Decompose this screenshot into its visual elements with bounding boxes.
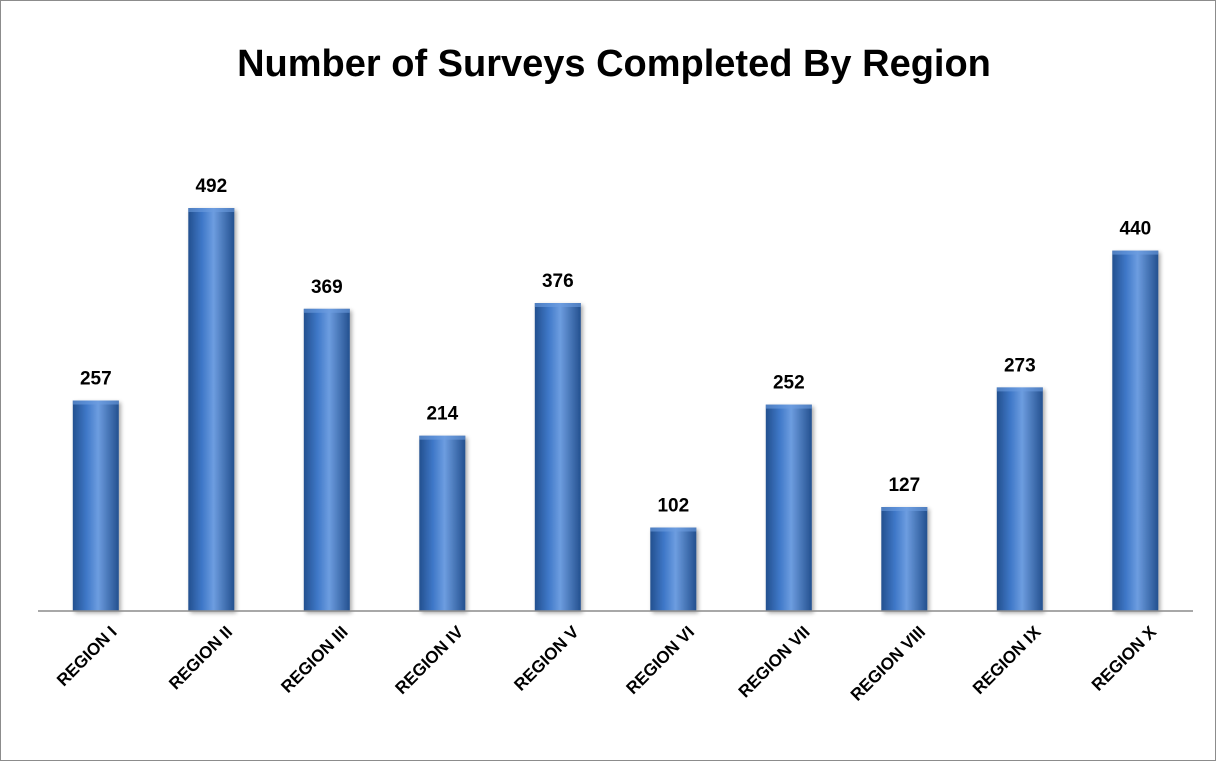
category-label: REGION IV <box>392 622 468 698</box>
category-label: REGION IX <box>969 622 1045 698</box>
data-label: 127 <box>888 475 920 496</box>
bar-top-highlight <box>1112 250 1159 255</box>
data-label: 369 <box>311 277 343 298</box>
value-labels-layer: 257 492 369 214 376 102 252 127 273 440 <box>80 176 1151 517</box>
bar-region-iv <box>419 435 466 611</box>
category-labels-layer: REGION I REGION II REGION III REGION IV REGI… <box>53 622 1161 705</box>
bar-top-highlight <box>72 400 119 405</box>
bar-region-ix <box>996 387 1043 611</box>
data-label: 252 <box>773 373 805 394</box>
category-label: REGION VI <box>623 622 699 698</box>
data-label: 214 <box>426 404 458 425</box>
bar-region-vii <box>765 404 812 611</box>
bar-top-highlight <box>996 387 1043 392</box>
bar-region-vi <box>650 527 697 611</box>
bar-top-highlight <box>188 208 235 212</box>
chart-title: Number of Surveys Completed By Region <box>237 43 991 85</box>
bar-top-highlight <box>765 404 812 409</box>
category-label: REGION I <box>53 622 121 690</box>
data-label: 257 <box>80 369 112 390</box>
data-label: 273 <box>1004 355 1036 376</box>
bar-region-i <box>72 400 119 611</box>
bar-top-highlight <box>881 507 928 511</box>
category-label: REGION II <box>165 622 236 693</box>
bar-region-x <box>1112 250 1159 611</box>
data-label: 440 <box>1119 219 1151 240</box>
bar-region-viii <box>881 507 928 611</box>
category-label: REGION X <box>1088 622 1161 695</box>
bar-region-v <box>534 303 581 611</box>
bar-top-highlight <box>419 435 466 440</box>
category-label: REGION III <box>277 622 351 696</box>
bars-layer <box>72 208 1159 612</box>
bar-top-highlight <box>650 527 697 532</box>
data-label: 102 <box>657 496 689 517</box>
category-label: REGION VIII <box>847 622 929 704</box>
bar-region-iii <box>303 308 350 612</box>
bar-top-highlight <box>534 303 581 307</box>
data-label: 376 <box>542 271 574 292</box>
bar-region-ii <box>188 208 235 611</box>
bar-top-highlight <box>303 308 350 313</box>
category-label: REGION VII <box>735 622 814 701</box>
data-label: 492 <box>195 176 227 197</box>
category-label: REGION V <box>510 622 583 695</box>
